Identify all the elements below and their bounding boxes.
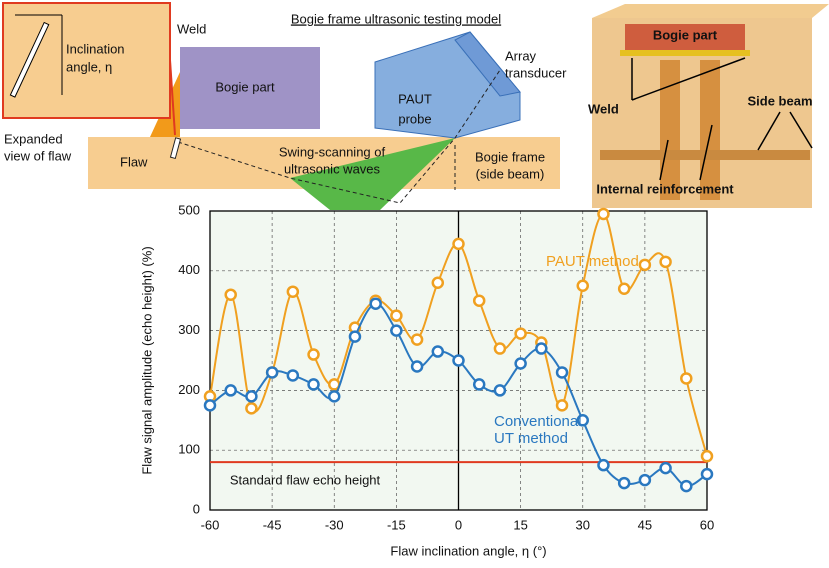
- model-label: Internal reinforcement: [596, 181, 734, 196]
- y-tick-label: 100: [178, 442, 200, 457]
- page: Bogie frame ultrasonic testing model Weld…: [0, 0, 829, 568]
- data-point: [246, 403, 256, 413]
- expanded-view-label: view of flaw: [4, 148, 72, 163]
- data-point: [246, 391, 256, 401]
- expanded-view-label: Expanded: [4, 131, 63, 146]
- series-label: PAUT method: [546, 253, 666, 270]
- y-axis-label: Flaw signal amplitude (echo height) (%): [139, 246, 154, 474]
- data-point: [661, 463, 671, 473]
- y-tick-label: 0: [193, 501, 200, 516]
- figure: Bogie frame ultrasonic testing model Weld…: [0, 0, 829, 568]
- flaw-label: Flaw: [120, 154, 148, 169]
- model-label: Side beam: [747, 93, 812, 108]
- data-point: [350, 332, 360, 342]
- data-point: [412, 335, 422, 345]
- y-tick-label: 400: [178, 262, 200, 277]
- model-label: Bogie part: [653, 27, 718, 42]
- array-label: transducer: [505, 65, 567, 80]
- reference-label: Standard flaw echo height: [230, 472, 381, 487]
- data-point: [557, 400, 567, 410]
- data-point: [619, 284, 629, 294]
- data-point: [702, 469, 712, 479]
- array-label: Array: [505, 48, 537, 63]
- data-point: [516, 358, 526, 368]
- model-top: [592, 4, 829, 18]
- diagram-title: Bogie frame ultrasonic testing model: [291, 11, 501, 26]
- data-point: [309, 379, 319, 389]
- data-point: [309, 350, 319, 360]
- data-point: [598, 460, 608, 470]
- data-point: [371, 299, 381, 309]
- x-tick-label: 30: [576, 517, 590, 532]
- inset-label: angle, η: [66, 59, 112, 74]
- series-label: Conventional UT method: [494, 413, 592, 447]
- x-tick-label: 45: [638, 517, 652, 532]
- x-tick-label: -15: [387, 517, 406, 532]
- x-tick-label: 0: [455, 517, 462, 532]
- data-point: [329, 391, 339, 401]
- data-point: [226, 385, 236, 395]
- data-point: [474, 296, 484, 306]
- probe-label: probe: [398, 111, 431, 126]
- data-point: [226, 290, 236, 300]
- x-axis-label: Flaw inclination angle, η (°): [390, 543, 546, 558]
- inset-label: Inclination: [66, 41, 125, 56]
- data-point: [536, 344, 546, 354]
- swing-label: ultrasonic waves: [284, 161, 381, 176]
- data-point: [516, 329, 526, 339]
- data-point: [702, 451, 712, 461]
- data-point: [681, 481, 691, 491]
- data-point: [205, 400, 215, 410]
- data-point: [433, 278, 443, 288]
- data-point: [288, 287, 298, 297]
- data-point: [681, 373, 691, 383]
- swing-label: Swing-scanning of: [279, 144, 386, 159]
- x-tick-label: -60: [201, 517, 220, 532]
- x-tick-label: 60: [700, 517, 714, 532]
- data-point: [391, 311, 401, 321]
- data-point: [619, 478, 629, 488]
- y-tick-label: 200: [178, 382, 200, 397]
- data-point: [557, 367, 567, 377]
- data-point: [640, 475, 650, 485]
- data-point: [433, 347, 443, 357]
- weld-label: Weld: [177, 21, 206, 36]
- data-point: [495, 385, 505, 395]
- x-tick-label: 15: [513, 517, 527, 532]
- x-tick-label: -30: [325, 517, 344, 532]
- model-rib: [700, 60, 720, 200]
- model-label: Weld: [588, 101, 619, 116]
- model-weld: [620, 50, 750, 56]
- data-point: [474, 379, 484, 389]
- data-point: [267, 367, 277, 377]
- data-point: [578, 281, 588, 291]
- bogie-part-label: Bogie part: [215, 79, 275, 94]
- frame-label: Bogie frame: [475, 149, 545, 164]
- data-point: [391, 326, 401, 336]
- y-tick-label: 300: [178, 322, 200, 337]
- data-point: [454, 356, 464, 366]
- data-point: [412, 361, 422, 371]
- probe-label: PAUT: [398, 91, 432, 106]
- x-tick-label: -45: [263, 517, 282, 532]
- data-point: [454, 239, 464, 249]
- data-point: [598, 209, 608, 219]
- model-rib: [660, 60, 680, 200]
- y-tick-label: 500: [178, 202, 200, 217]
- data-point: [495, 344, 505, 354]
- frame-label: (side beam): [476, 166, 545, 181]
- data-point: [288, 370, 298, 380]
